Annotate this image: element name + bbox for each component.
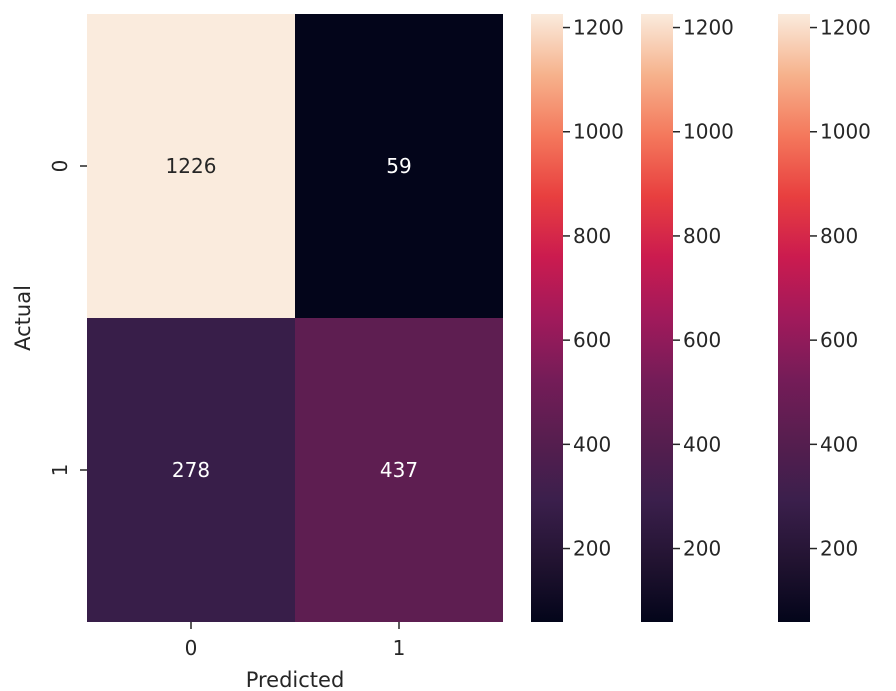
cell-value-label: 278 (172, 458, 210, 482)
y-tick-label: 0 (48, 160, 72, 173)
colorbar-tick-label: 1000 (820, 120, 871, 144)
colorbar-tick-label: 1000 (683, 120, 734, 144)
colorbar-tick-label: 1000 (573, 120, 624, 144)
cell-value-label: 1226 (166, 154, 217, 178)
y-axis: 01 (48, 160, 87, 477)
heatmap-cell (295, 318, 503, 622)
colorbar-tick-label: 200 (683, 537, 721, 561)
colorbar-tick-label: 600 (573, 328, 611, 352)
y-axis-title: Actual (11, 285, 35, 351)
colorbar-gradient (531, 14, 563, 622)
colorbar-tick-label: 200 (820, 537, 858, 561)
colorbar: 200 400 600 800 1000 1200 (641, 14, 734, 622)
cell-value-label: 59 (386, 154, 411, 178)
colorbar-tick-label: 800 (573, 224, 611, 248)
x-axis-title: Predicted (246, 668, 345, 691)
colorbar-tick-label: 400 (573, 432, 611, 456)
colorbar-tick-label: 400 (820, 432, 858, 456)
colorbar-tick-label: 600 (683, 328, 721, 352)
colorbar-tick-label: 200 (573, 537, 611, 561)
y-tick-label: 1 (48, 464, 72, 477)
colorbar-tick-label: 400 (683, 432, 721, 456)
colorbar-gradient (778, 14, 810, 622)
heatmap-cell (87, 14, 295, 318)
colorbar-tick-label: 600 (820, 328, 858, 352)
colorbar-tick-label: 1200 (683, 16, 734, 40)
colorbar-tick-label: 1200 (573, 16, 624, 40)
colorbars: 200 400 600 800 1000 1200 200 400 600 800 1000 1200… (531, 14, 871, 622)
x-tick-label: 0 (185, 636, 198, 660)
colorbar-gradient (641, 14, 673, 622)
colorbar: 200 400 600 800 1000 1200 (778, 14, 871, 622)
heatmap-cell (295, 14, 503, 318)
x-tick-label: 1 (393, 636, 406, 660)
heatmap-cell (87, 318, 295, 622)
colorbar-tick-label: 1200 (820, 16, 871, 40)
colorbar-tick-label: 800 (683, 224, 721, 248)
colorbar-tick-label: 800 (820, 224, 858, 248)
colorbar: 200 400 600 800 1000 1200 (531, 14, 624, 622)
heatmap-cells: 1226 59 278 437 (87, 14, 503, 622)
cell-value-label: 437 (380, 458, 418, 482)
